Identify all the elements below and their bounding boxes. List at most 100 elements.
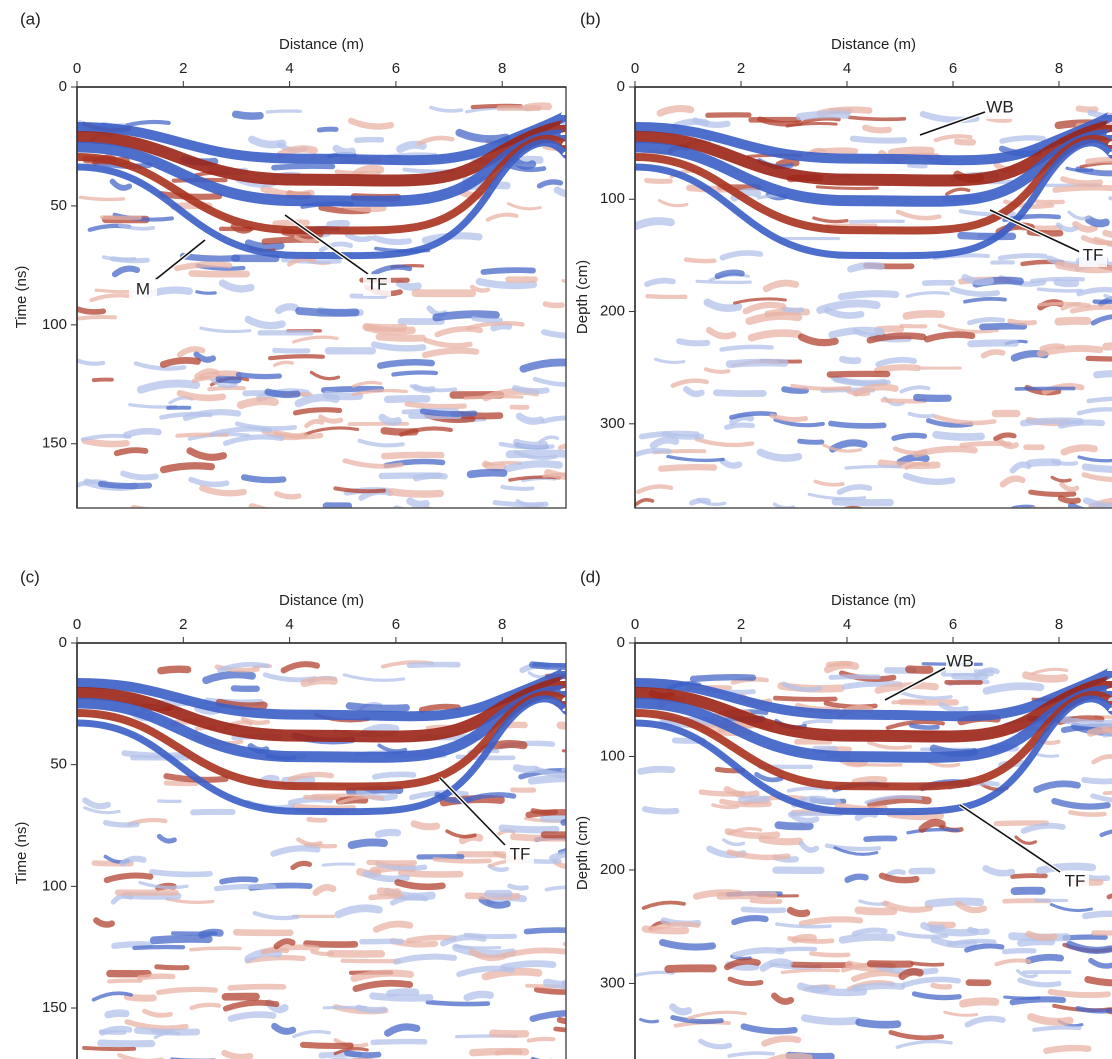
reflection: [533, 986, 566, 995]
reflection: [345, 702, 410, 713]
reflection: [1075, 1006, 1112, 1014]
reflection: [636, 484, 674, 495]
x-axis-label: Distance (m): [279, 592, 364, 609]
reflection: [874, 682, 939, 694]
reflection: [553, 1026, 566, 1033]
reflection: [1060, 444, 1098, 456]
reflection: [176, 389, 227, 402]
reflection: [434, 325, 483, 338]
leader-line: [989, 209, 1081, 253]
reflection: [958, 209, 1016, 217]
reflection: [1081, 472, 1112, 482]
reflection: [852, 383, 899, 397]
reflection: [149, 934, 213, 945]
reflection: [756, 448, 803, 462]
y-tick-label: 100: [42, 877, 67, 894]
reflection: [111, 265, 141, 278]
reflection: [1103, 293, 1112, 300]
reflection: [786, 906, 811, 918]
reflection: [463, 395, 524, 400]
reflection: [1076, 286, 1112, 297]
panel-label: (b): [580, 9, 601, 28]
reflection: [924, 897, 985, 908]
reflection: [557, 443, 566, 451]
reflection: [530, 808, 558, 815]
reflection: [503, 460, 563, 473]
reflection: [421, 347, 480, 359]
reflection: [635, 217, 675, 230]
reflection: [560, 118, 566, 126]
reflection: [190, 808, 236, 816]
y-tick-label: 0: [617, 78, 625, 95]
y-tick-label: 150: [42, 999, 67, 1016]
annotation-bg: [129, 279, 157, 301]
reflection: [1091, 754, 1112, 765]
reflection: [174, 261, 233, 272]
y-tick-label: 300: [600, 415, 625, 432]
reflection: [310, 949, 335, 956]
reflection: [920, 922, 946, 933]
reflection: [188, 270, 251, 278]
reflection: [418, 703, 461, 713]
reflection: [790, 961, 853, 969]
reflection: [1016, 937, 1056, 947]
reflection: [896, 930, 949, 939]
reflection: [189, 946, 242, 952]
reflection: [234, 421, 297, 431]
leader-line: [919, 111, 986, 136]
annotation: TF: [367, 274, 388, 293]
reflection: [463, 990, 494, 1002]
reflection: [1041, 383, 1085, 395]
reflection: [82, 1045, 137, 1052]
reflection: [1043, 1044, 1092, 1055]
x-tick-label: 0: [631, 60, 639, 77]
radargram-image: [635, 643, 1112, 1059]
reflection: [244, 239, 285, 251]
reflection: [333, 486, 386, 494]
reflection: [383, 394, 431, 404]
reflection: [309, 370, 341, 381]
reflection: [78, 195, 126, 202]
reflection: [424, 506, 438, 508]
reflection: [1032, 1025, 1082, 1032]
reflection: [392, 953, 458, 965]
y-axis-label: Time (ns): [13, 822, 30, 885]
reflection: [304, 418, 325, 429]
reflection: [136, 379, 201, 394]
reflection: [149, 869, 213, 878]
reflection: [320, 385, 385, 394]
reflection: [943, 1010, 979, 1017]
reflection: [742, 301, 787, 315]
reflection: [724, 828, 781, 840]
reflection: [499, 960, 557, 971]
annotation: TF: [1083, 245, 1104, 264]
reflection: [384, 1023, 421, 1037]
reflection: [523, 927, 566, 935]
reflection: [1102, 229, 1112, 238]
reflection: [240, 474, 287, 484]
reflection: [854, 906, 898, 916]
reflection: [275, 303, 300, 315]
reflection: [745, 311, 803, 326]
y-tick-label: 200: [600, 303, 625, 320]
reflection: [1093, 236, 1112, 247]
x-tick-label: 6: [392, 60, 400, 77]
reflection: [937, 323, 999, 334]
reflection: [202, 670, 256, 685]
reflection: [851, 776, 888, 785]
reflection: [1051, 798, 1111, 810]
reflection: [122, 427, 162, 439]
reflection: [797, 333, 839, 347]
reflection: [839, 355, 862, 365]
reflection: [159, 356, 201, 368]
reflection: [828, 420, 887, 429]
reflection: [471, 316, 503, 323]
reflection: [698, 1038, 733, 1050]
reflection: [318, 414, 344, 424]
reflection: [210, 378, 238, 389]
reflection: [1084, 215, 1110, 228]
reflection: [432, 310, 500, 322]
y-axis-label: Time (ns): [13, 266, 30, 329]
reflection: [104, 1009, 130, 1019]
reflection: [961, 274, 995, 286]
